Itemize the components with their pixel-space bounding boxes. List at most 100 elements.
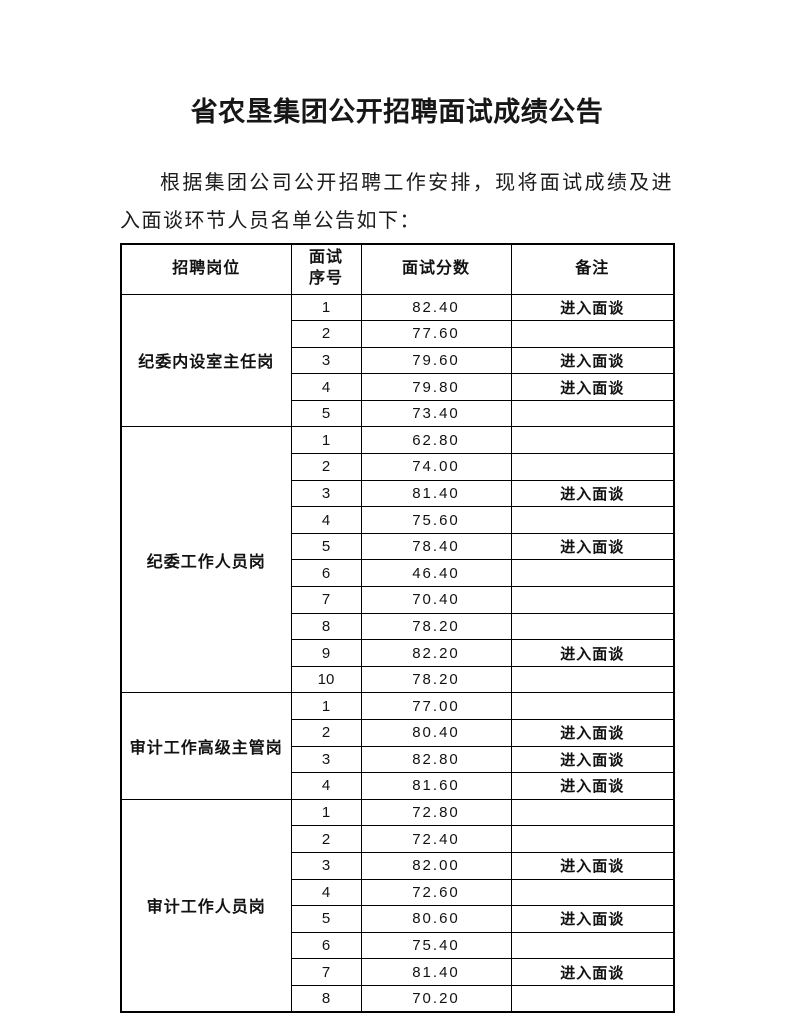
remark-cell [510,586,675,614]
sequence-cell: 2 [290,825,362,853]
sequence-cell: 6 [290,931,362,960]
header-cell-2: 面试分数 [360,243,512,295]
sequence-cell: 9 [290,639,362,667]
sequence-cell: 2 [290,320,362,348]
remark-cell [510,320,675,348]
remark-cell [510,426,675,455]
score-cell: 78.20 [360,665,512,694]
score-cell: 72.40 [360,825,512,853]
position-cell: 审计工作高级主管岗 [120,692,292,800]
sequence-cell: 2 [290,719,362,747]
score-cell: 74.00 [360,453,512,481]
sequence-cell: 1 [290,798,362,827]
score-cell: 82.00 [360,851,512,880]
remark-cell: 进入面谈 [510,958,675,986]
remark-cell: 进入面谈 [510,639,675,667]
remark-cell [510,825,675,853]
sequence-cell: 3 [290,479,362,508]
table-row: 3 79.60 进入面谈 [121,346,675,375]
table-row: 4 81.60 进入面谈 [121,772,675,800]
remark-cell: 进入面谈 [510,373,675,401]
score-cell: 77.00 [360,692,512,720]
sequence-cell: 8 [290,984,362,1013]
table-row: 纪委工作人员岗 1 62.80 [120,426,675,694]
remark-cell [510,559,675,588]
header-row: 招聘岗位 面试序号 面试分数 备注 [120,243,675,295]
header-cell-3: 备注 [510,243,675,295]
score-cell: 82.40 [360,293,512,322]
score-cell: 72.80 [360,798,512,827]
remark-cell [510,665,675,694]
score-cell: 62.80 [360,426,512,455]
table-row: 5 80.60 进入面谈 [121,905,675,933]
position-cell: 审计工作人员岗 [120,798,292,1013]
table-row: 4 72.60 [121,878,675,907]
remark-cell: 进入面谈 [510,532,675,561]
score-cell: 81.40 [360,479,512,508]
score-cell: 46.40 [360,559,512,588]
score-cell: 70.20 [360,984,512,1013]
sequence-cell: 3 [290,851,362,880]
sequence-cell: 1 [290,426,362,455]
score-cell: 70.40 [360,586,512,614]
table-row: 纪委内设室主任岗 1 82.40 进入面谈 [120,293,675,428]
remark-cell [510,931,675,960]
score-cell: 75.40 [360,931,512,960]
table-row: 7 81.40 进入面谈 [121,958,675,986]
score-cell: 72.60 [360,878,512,907]
score-cell: 77.60 [360,320,512,348]
remark-cell [510,798,675,827]
table-row: 2 77.60 [121,320,675,348]
table-row: 8 70.20 [121,984,675,1013]
table-row: 5 78.40 进入面谈 [121,532,675,561]
score-cell: 78.40 [360,532,512,561]
table-row: 2 80.40 进入面谈 [121,719,675,747]
score-cell: 73.40 [360,399,512,428]
sequence-cell: 3 [290,745,362,774]
remark-cell: 进入面谈 [510,479,675,508]
remark-cell: 进入面谈 [510,905,675,933]
table-row: 6 46.40 [121,559,675,588]
sequence-cell: 5 [290,532,362,561]
remark-cell: 进入面谈 [510,346,675,375]
header-cell-1: 面试序号 [290,243,362,295]
table-row: 10 78.20 [121,665,675,694]
table-row: 审计工作人员岗 1 72.80 [120,798,675,1013]
sequence-cell: 4 [290,373,362,401]
sequence-cell: 4 [290,878,362,907]
sequence-cell: 4 [290,506,362,534]
sequence-cell: 1 [290,692,362,720]
sequence-cell: 3 [290,346,362,375]
sequence-cell: 8 [290,612,362,641]
score-table-head: 招聘岗位 面试序号 面试分数 备注 [120,243,675,295]
page-title: 省农垦集团公开招聘面试成绩公告 [190,97,604,127]
score-cell: 82.80 [360,745,512,774]
remark-cell [510,878,675,907]
sequence-cell: 5 [290,399,362,428]
header-cell-0: 招聘岗位 [120,243,292,295]
table-row: 3 81.40 进入面谈 [121,479,675,508]
score-cell: 80.40 [360,719,512,747]
remark-cell [510,692,675,720]
sequence-cell: 7 [290,958,362,986]
sequence-cell: 1 [290,293,362,322]
table-row: 9 82.20 进入面谈 [121,639,675,667]
intro-paragraph: 根据集团公司公开招聘工作安排，现将面试成绩及进入面谈环节人员名单公告如下： [120,172,673,232]
table-row: 3 82.00 进入面谈 [121,851,675,880]
score-cell: 78.20 [360,612,512,641]
table-row: 6 75.40 [121,931,675,960]
sequence-cell: 2 [290,453,362,481]
score-table-body: 纪委内设室主任岗 1 82.40 进入面谈 2 77.60 3 79.60 进入面谈 4 79.80… [120,293,675,1013]
position-cell: 纪委内设室主任岗 [120,293,292,428]
remark-cell [510,506,675,534]
table-row: 2 74.00 [121,453,675,481]
remark-cell [510,453,675,481]
remark-cell: 进入面谈 [510,719,675,747]
table-row: 8 78.20 [121,612,675,641]
remark-cell [510,612,675,641]
position-cell: 纪委工作人员岗 [120,426,292,694]
remark-cell: 进入面谈 [510,851,675,880]
sequence-cell: 6 [290,559,362,588]
remark-cell: 进入面谈 [510,293,675,322]
remark-cell [510,399,675,428]
